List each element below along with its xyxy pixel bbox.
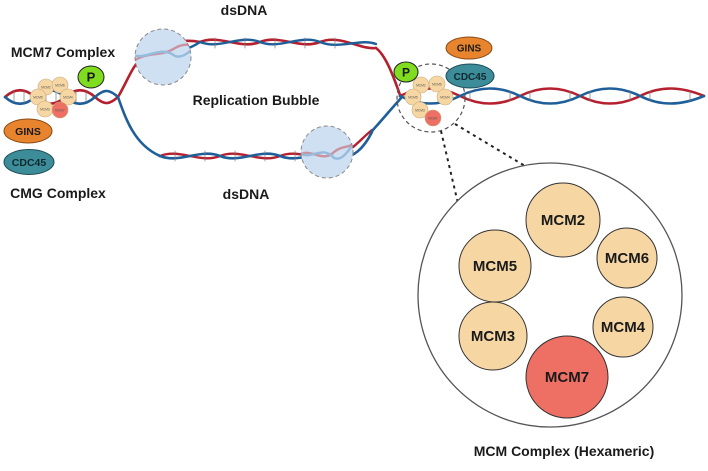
- bottom-parental-blue: [370, 95, 404, 133]
- hexamer-mcm3-label: MCM3: [471, 328, 515, 345]
- hexamer-mcm4: [592, 296, 654, 358]
- hexamer-mcm5: [458, 229, 532, 303]
- left-mcm3-label: MCM3: [40, 108, 50, 112]
- left-cdc45-protein: [3, 149, 55, 175]
- right-phospho-label: P: [402, 66, 410, 80]
- left-mcm4-label: MCM4: [63, 96, 73, 100]
- right-mcm6-small: [428, 75, 446, 93]
- right-mcm2-label: MCM2: [416, 84, 426, 88]
- left-mcm2-label: MCM2: [41, 86, 51, 90]
- right-cdc45-label: CDC45: [454, 72, 487, 83]
- base-pair-rungs: [13, 37, 691, 162]
- right-mcm5-label: MCM5: [408, 96, 418, 100]
- highlight-bottom-right: [300, 125, 354, 179]
- right-mcm-ring: [404, 75, 454, 127]
- right-cmg-complex: MCM2 MCM6 MCM5 MCM4 MCM3 MCM7 P GINS CDC…: [393, 36, 495, 133]
- dsdna-top-label: dsDNA: [221, 2, 268, 18]
- left-mcm5-label: MCM5: [33, 96, 43, 100]
- right-gins-label: GINS: [457, 44, 482, 55]
- mcm-complex-hexameric-label: MCM Complex (Hexameric): [474, 443, 655, 459]
- right-mcm3-small: [411, 101, 429, 119]
- hexamer-mcm7-label: MCM7: [545, 369, 589, 386]
- right-phospho-badge: [393, 61, 419, 83]
- left-mcm4-small: [59, 88, 77, 106]
- hexamer-mcm6-label: MCM6: [605, 250, 649, 267]
- hexamer-mcm2-label: MCM2: [541, 212, 585, 229]
- right-mcm3-label: MCM3: [415, 109, 425, 113]
- right-mcm7-small: [424, 109, 442, 127]
- left-mcm7-small: [51, 101, 69, 119]
- hexamer-mcm4-label: MCM4: [601, 319, 646, 336]
- right-mcm6-label: MCM6: [432, 83, 442, 87]
- zoom-connectors: [440, 123, 541, 213]
- left-phospho-label: P: [87, 70, 96, 85]
- left-mcm6-label: MCM6: [55, 84, 65, 88]
- right-mcm4-label: MCM4: [440, 96, 450, 100]
- fork-left-lower: [116, 95, 162, 158]
- right-cdc45-protein: [445, 63, 495, 89]
- hexamer-mcm5-label: MCM5: [473, 258, 517, 275]
- hexamer-mcm7: [525, 335, 609, 419]
- highlight-top-left: [134, 28, 192, 86]
- hexamer-mcm6: [596, 227, 658, 289]
- left-cmg-complex: MCM2 MCM6 MCM5 MCM4 MCM3 MCM7 P GINS CDC…: [3, 65, 105, 175]
- cmg-complex-label: CMG Complex: [10, 185, 106, 201]
- right-complex-zoom-circle: [396, 63, 466, 133]
- replication-bubble-label: Replication Bubble: [193, 92, 320, 108]
- hexamer-zoom: MCM2 MCM6 MCM4 MCM7 MCM3 MCM5: [417, 162, 683, 428]
- left-mcm-ring: [29, 76, 77, 119]
- right-mcm5-small: [404, 88, 422, 106]
- left-cdc45-label: CDC45: [12, 157, 47, 169]
- left-gins-label: GINS: [15, 126, 41, 138]
- right-mcm7-label: MCM7: [428, 117, 438, 121]
- right-mcm4-small: [436, 88, 454, 106]
- left-mcm6-small: [51, 76, 69, 94]
- left-phospho-badge: [77, 65, 105, 89]
- right-gins-protein: [445, 36, 493, 60]
- mcm7-complex-label: MCM7 Complex: [11, 44, 115, 60]
- dsdna-bottom-label: dsDNA: [223, 186, 270, 202]
- right-duplex-blue: [398, 87, 706, 105]
- left-gins-protein: [3, 118, 53, 144]
- left-mcm7-label: MCM7: [55, 109, 65, 113]
- hexamer-mcm2: [525, 182, 601, 258]
- right-duplex-red: [398, 87, 706, 105]
